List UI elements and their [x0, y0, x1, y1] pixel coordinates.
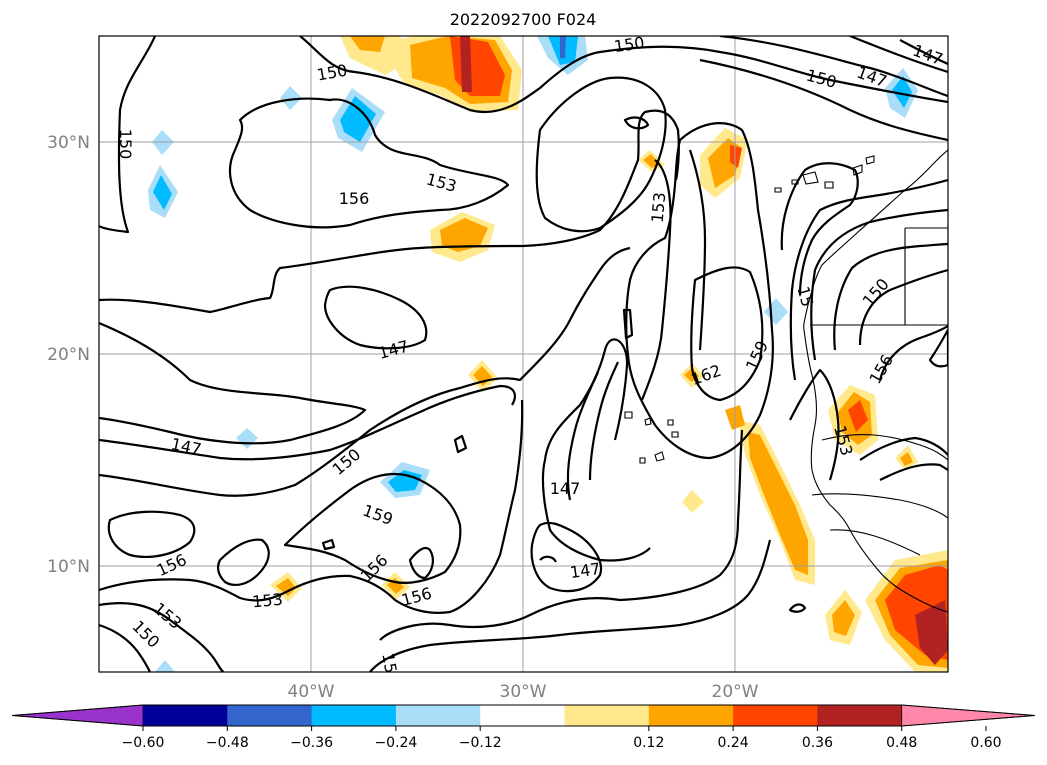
coastline: [624, 149, 948, 613]
colorbar-tick-label: −0.36: [290, 735, 333, 751]
colorbar-segment: [564, 705, 650, 726]
shaded-anomalies: [148, 36, 948, 672]
contour-label: 153: [648, 191, 670, 223]
colorbar-tick-label: 0.48: [886, 735, 917, 751]
colorbar-segment: [227, 705, 313, 726]
latitude-labels: 30°N 20°N 10°N: [47, 133, 90, 577]
lon-label-30w: 30°W: [500, 682, 547, 702]
colorbar-segment: [143, 705, 228, 726]
contour-label: 147: [550, 479, 581, 498]
lon-label-20w: 20°W: [712, 682, 759, 702]
colorbar-extend-high: [901, 704, 1036, 727]
colorbar-segment: [648, 705, 734, 726]
contour-label: 150: [613, 33, 646, 56]
contour-label: 15: [794, 284, 818, 309]
contour-label: 147: [569, 559, 602, 582]
lat-label-30n: 30°N: [47, 133, 90, 153]
contour-label: 15: [378, 651, 400, 674]
colorbar-extend-low: [11, 704, 144, 727]
colorbar-segment: [480, 705, 565, 726]
map-area: 150 150 150 150 147 147 156 153 153 147 …: [99, 33, 948, 674]
lat-label-10n: 10°N: [47, 557, 90, 577]
colorbar-tick-label: 0.60: [970, 735, 1001, 751]
colorbar-tick-label: 0.24: [718, 735, 749, 751]
colorbar-tick-label: −0.60: [122, 735, 165, 751]
figure-title: 2022092700 F024: [450, 10, 597, 29]
graticule: [99, 36, 948, 672]
colorbar-segment: [817, 705, 903, 726]
contour-label: 156: [339, 189, 370, 208]
lon-label-40w: 40°W: [288, 682, 335, 702]
colorbar-segment: [395, 705, 481, 726]
colorbar-tick-label: −0.12: [459, 735, 502, 751]
colorbar-tick-label: −0.48: [206, 735, 249, 751]
colorbar-tick-label: 0.36: [802, 735, 833, 751]
colorbar-segment: [311, 705, 397, 726]
colorbar-tick-label: 0.12: [633, 735, 664, 751]
contour-label: 153: [251, 590, 283, 612]
height-contours: [99, 36, 948, 672]
lat-label-20n: 20°N: [47, 345, 90, 365]
contour-label: 150: [116, 129, 135, 160]
colorbar: −0.60 −0.48 −0.36 −0.24 −0.12 0.12 0.24 0.36 0.4…: [11, 704, 1036, 751]
colorbar-tick-label: −0.24: [374, 735, 417, 751]
longitude-labels: 40°W 30°W 20°W: [288, 682, 759, 702]
colorbar-segment: [733, 705, 818, 726]
map-frame: [98, 35, 949, 673]
